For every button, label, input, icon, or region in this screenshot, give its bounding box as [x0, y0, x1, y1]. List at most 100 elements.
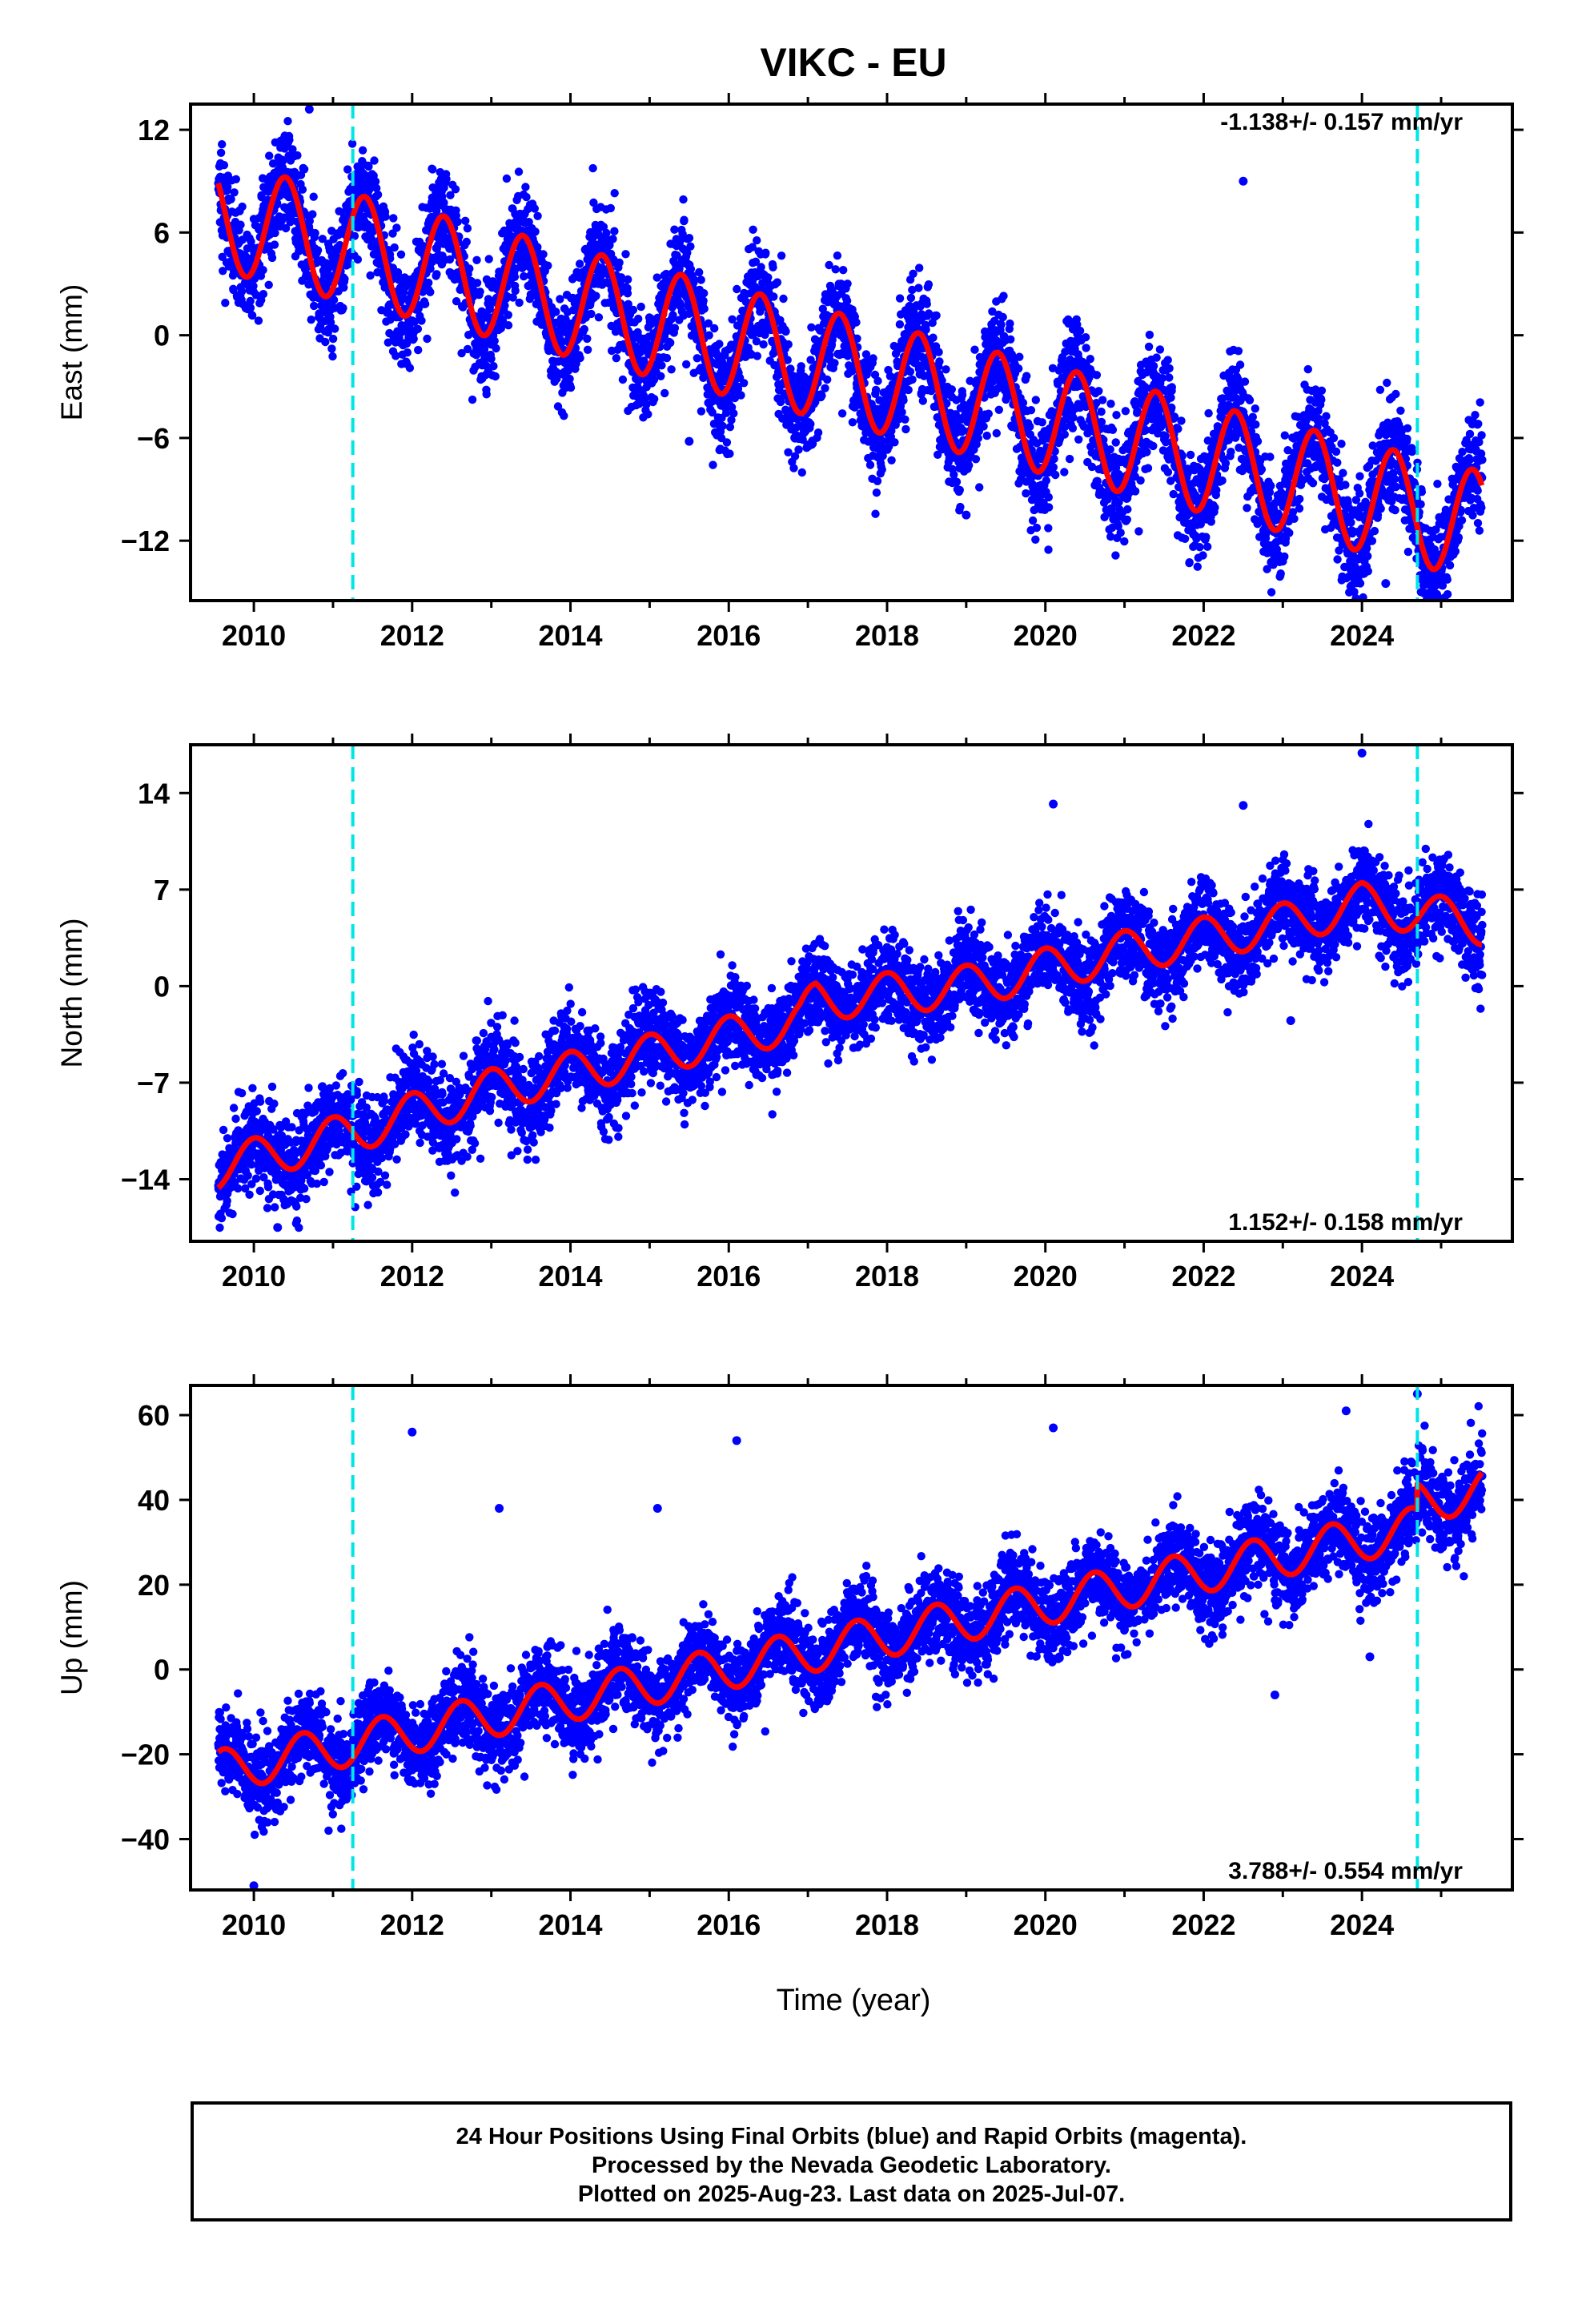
data-point	[405, 364, 415, 372]
data-point	[935, 357, 944, 366]
data-point	[1203, 542, 1212, 551]
data-point	[813, 428, 823, 437]
data-point	[259, 290, 268, 299]
data-point	[307, 316, 315, 324]
data-point	[284, 192, 293, 202]
data-point	[1169, 489, 1178, 499]
data-point	[666, 338, 675, 348]
data-point	[552, 308, 560, 316]
data-point	[1112, 411, 1121, 420]
data-point	[895, 294, 905, 303]
data-point	[259, 266, 267, 275]
data-point	[1106, 445, 1114, 454]
data-point	[304, 280, 313, 289]
data-point	[1185, 558, 1194, 567]
data-point	[781, 327, 790, 336]
data-point	[842, 296, 852, 305]
data-point	[1082, 344, 1090, 352]
data-point	[1221, 459, 1231, 468]
data-point	[773, 278, 782, 287]
data-point	[1207, 517, 1216, 526]
data-point	[670, 225, 679, 234]
data-point	[1295, 504, 1304, 513]
data-point	[1074, 435, 1083, 444]
data-point	[588, 163, 597, 173]
data-point	[1097, 417, 1106, 427]
data-point	[610, 189, 619, 198]
data-point	[1136, 476, 1145, 485]
data-point	[965, 460, 974, 470]
data-point	[636, 302, 645, 312]
data-point	[1186, 450, 1195, 460]
data-point	[821, 384, 829, 392]
data-point	[1044, 493, 1054, 502]
data-point	[313, 246, 323, 255]
data-point	[700, 304, 709, 313]
data-point	[784, 340, 793, 349]
data-point	[1060, 430, 1070, 439]
data-point	[1204, 408, 1213, 418]
data-point	[442, 175, 451, 183]
data-point	[1211, 503, 1219, 512]
data-point	[373, 190, 383, 199]
data-point	[219, 267, 227, 275]
data-point	[958, 390, 967, 400]
data-point	[695, 267, 704, 277]
data-point	[872, 489, 881, 497]
data-point	[1267, 588, 1276, 597]
data-point	[556, 295, 564, 304]
data-point	[1044, 503, 1054, 512]
data-point	[491, 372, 500, 381]
data-point	[833, 251, 842, 260]
data-point	[1092, 371, 1102, 380]
data-point	[576, 353, 584, 363]
data-point	[271, 228, 279, 238]
data-point	[293, 151, 302, 160]
data-point	[975, 483, 984, 492]
data-point	[956, 502, 965, 512]
data-point	[268, 159, 278, 168]
data-point	[905, 367, 915, 376]
data-point	[843, 279, 852, 288]
data-point	[615, 258, 624, 267]
data-point	[918, 396, 928, 405]
data-point	[1295, 494, 1304, 504]
data-point	[1245, 396, 1255, 404]
data-point	[251, 291, 261, 300]
data-point	[914, 283, 923, 292]
data-point	[1108, 425, 1118, 434]
data-point	[794, 445, 803, 454]
data-point	[1106, 400, 1115, 408]
data-point	[871, 385, 881, 395]
data-point	[1142, 448, 1151, 456]
data-point	[901, 424, 910, 434]
data-point	[1322, 412, 1331, 420]
data-point	[992, 428, 1002, 438]
data-point	[807, 323, 816, 332]
data-point	[326, 318, 335, 327]
data-point	[331, 324, 339, 333]
data-point	[656, 372, 665, 380]
data-point	[316, 309, 326, 318]
data-point	[423, 334, 432, 344]
data-point	[231, 175, 240, 183]
data-point	[396, 250, 406, 259]
data-point	[389, 214, 398, 223]
data-point	[697, 275, 705, 284]
panel-east: 2010 2012 2014 2016 2018 2020 2022 2024−12−6061…	[55, 93, 1524, 652]
data-point	[476, 287, 484, 296]
east-plot-area	[214, 104, 1487, 601]
data-point	[1202, 533, 1211, 541]
data-point	[806, 420, 815, 428]
data-point	[285, 135, 294, 144]
data-point	[265, 151, 274, 160]
data-point	[324, 324, 333, 334]
data-point	[230, 188, 239, 197]
data-point	[700, 289, 709, 298]
data-point	[618, 375, 628, 384]
data-point	[662, 353, 672, 363]
data-point	[1031, 396, 1041, 404]
data-point	[686, 242, 695, 251]
data-point	[971, 455, 981, 464]
data-point	[1120, 537, 1129, 546]
